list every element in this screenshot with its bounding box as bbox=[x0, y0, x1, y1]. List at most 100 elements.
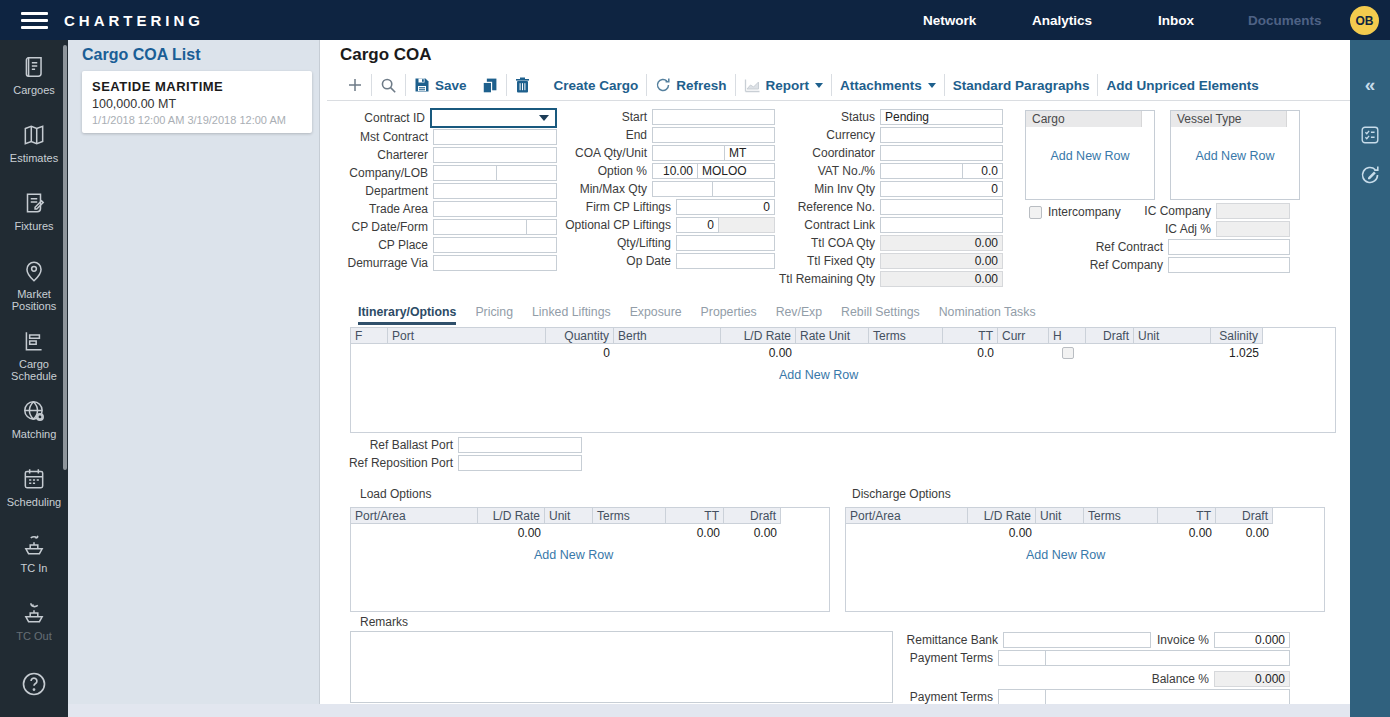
payment-terms2-desc-input[interactable] bbox=[1046, 689, 1290, 705]
discharge-draft[interactable]: 0.00 bbox=[1216, 524, 1273, 542]
payment-terms-label: Payment Terms bbox=[840, 651, 998, 665]
company-input[interactable] bbox=[433, 165, 497, 181]
status-input[interactable]: Pending bbox=[880, 109, 1003, 125]
refresh-icon[interactable] bbox=[655, 77, 671, 93]
tab-exposure[interactable]: Exposure bbox=[630, 305, 682, 325]
coa-list-item[interactable]: SEATIDE MARITIME 100,000.00 MT 1/1/2018 … bbox=[82, 71, 312, 133]
tab-pricing[interactable]: Pricing bbox=[475, 305, 513, 325]
audit-icon[interactable] bbox=[1350, 163, 1390, 191]
sidebar-scrollbar[interactable] bbox=[63, 45, 67, 470]
tab-rebill-settings[interactable]: Rebill Settings bbox=[841, 305, 920, 325]
reference-no-input[interactable] bbox=[880, 199, 1003, 215]
min-inv-qty-input[interactable]: 0 bbox=[880, 181, 1003, 197]
checklist-icon[interactable] bbox=[1350, 124, 1390, 150]
load-options-add-new-row[interactable]: Add New Row bbox=[534, 548, 613, 562]
invoice-pct-input[interactable]: 0.000 bbox=[1214, 632, 1290, 648]
sidebar-item-tc-out[interactable]: TC Out bbox=[0, 600, 68, 642]
ref-ballast-port-input[interactable] bbox=[458, 437, 582, 453]
copy-icon[interactable] bbox=[481, 77, 498, 94]
sidebar-item-cargo-schedule[interactable]: Cargo Schedule bbox=[0, 328, 68, 382]
col-draft: Draft bbox=[1086, 328, 1134, 344]
col-draft: Draft bbox=[1216, 508, 1273, 524]
delete-icon[interactable] bbox=[515, 77, 530, 93]
sidebar-item-market-positions[interactable]: Market Positions bbox=[0, 258, 68, 312]
vessel-type-add-new-row[interactable]: Add New Row bbox=[1171, 149, 1299, 163]
balance-pct-label: Balance % bbox=[840, 672, 1214, 686]
option-pct-input[interactable]: 10.00 bbox=[652, 163, 698, 179]
discharge-options-add-new-row[interactable]: Add New Row bbox=[1026, 548, 1105, 562]
itinerary-h-checkbox[interactable] bbox=[1062, 347, 1074, 359]
currency-input[interactable] bbox=[880, 127, 1003, 143]
add-icon[interactable] bbox=[347, 77, 363, 93]
discharge-ld-rate[interactable]: 0.00 bbox=[968, 524, 1036, 542]
load-tt[interactable]: 0.00 bbox=[666, 524, 724, 542]
avatar[interactable]: OB bbox=[1350, 6, 1379, 35]
sidebar-item-cargoes[interactable]: Cargoes bbox=[0, 54, 68, 96]
ref-company-input[interactable] bbox=[1168, 257, 1290, 273]
cargo-add-new-row[interactable]: Add New Row bbox=[1026, 149, 1154, 163]
help-button[interactable] bbox=[0, 670, 68, 702]
itinerary-ld-rate[interactable]: 0.00 bbox=[721, 344, 796, 362]
optional-cp-liftings-input[interactable]: 0 bbox=[676, 217, 719, 233]
coa-qty-input[interactable] bbox=[652, 145, 725, 161]
sidebar-item-estimates[interactable]: Estimates bbox=[0, 122, 68, 164]
load-options-row[interactable]: 0.00 0.00 0.00 bbox=[351, 524, 829, 542]
col-port: Port bbox=[388, 328, 546, 344]
payment-terms2-code-input[interactable] bbox=[998, 689, 1046, 705]
add-unpriced-elements-button[interactable]: Add Unpriced Elements bbox=[1106, 78, 1258, 93]
invoice-pct-label: Invoice % bbox=[1151, 633, 1214, 647]
payment-terms-code-input[interactable] bbox=[998, 650, 1046, 666]
itinerary-quantity[interactable]: 0 bbox=[546, 344, 614, 362]
sidebar-item-scheduling[interactable]: Scheduling bbox=[0, 466, 68, 508]
min-max-qty-label: Min/Max Qty bbox=[520, 182, 652, 196]
standard-paragraphs-button[interactable]: Standard Paragraphs bbox=[953, 78, 1090, 93]
itinerary-salinity[interactable]: 1.025 bbox=[1211, 344, 1263, 362]
remittance-bank-input[interactable] bbox=[1003, 632, 1151, 648]
cp-date-input[interactable] bbox=[433, 219, 527, 235]
attachments-button[interactable]: Attachments bbox=[840, 78, 922, 93]
tab-nomination-tasks[interactable]: Nomination Tasks bbox=[939, 305, 1036, 325]
nav-documents[interactable]: Documents bbox=[1248, 13, 1322, 28]
save-button[interactable]: Save bbox=[435, 78, 467, 93]
ref-contract-input[interactable] bbox=[1168, 239, 1290, 255]
ref-reposition-port-input[interactable] bbox=[458, 455, 582, 471]
payment-terms-desc-input[interactable] bbox=[1046, 650, 1290, 666]
refresh-button[interactable]: Refresh bbox=[676, 78, 726, 93]
coa-dates: 1/1/2018 12:00 AM 3/19/2018 12:00 AM bbox=[92, 114, 302, 126]
itinerary-tt[interactable]: 0.0 bbox=[943, 344, 998, 362]
report-button[interactable]: Report bbox=[766, 78, 810, 93]
intercompany-checkbox[interactable] bbox=[1029, 206, 1042, 219]
collapse-panel-icon[interactable]: « bbox=[1350, 74, 1390, 96]
load-draft[interactable]: 0.00 bbox=[724, 524, 781, 542]
discharge-options-row[interactable]: 0.00 0.00 0.00 bbox=[846, 524, 1324, 542]
coordinator-input[interactable] bbox=[880, 145, 1003, 161]
search-icon[interactable] bbox=[380, 77, 397, 94]
scheduling-icon bbox=[21, 466, 47, 492]
col-berth: Berth bbox=[614, 328, 721, 344]
contract-link-input[interactable] bbox=[880, 217, 1003, 233]
tab-properties[interactable]: Properties bbox=[701, 305, 757, 325]
hamburger-menu-icon[interactable] bbox=[21, 12, 48, 29]
tab-linked-liftings[interactable]: Linked Liftings bbox=[532, 305, 611, 325]
sidebar-item-matching[interactable]: Matching bbox=[0, 398, 68, 440]
sidebar-item-tc-in[interactable]: TC In bbox=[0, 532, 68, 574]
sidebar-item-fixtures[interactable]: Fixtures bbox=[0, 190, 68, 232]
horizontal-scrollbar[interactable] bbox=[68, 704, 1350, 717]
nav-network[interactable]: Network bbox=[923, 13, 976, 28]
nav-analytics[interactable]: Analytics bbox=[1032, 13, 1092, 28]
itinerary-row[interactable]: 0 0.00 0.0 1.025 bbox=[351, 344, 1335, 362]
create-cargo-button[interactable]: Create Cargo bbox=[554, 78, 639, 93]
min-qty-input[interactable] bbox=[652, 181, 713, 197]
load-ld-rate[interactable]: 0.00 bbox=[478, 524, 545, 542]
tab-rev-exp[interactable]: Rev/Exp bbox=[776, 305, 822, 325]
vat-no-input[interactable] bbox=[880, 163, 963, 179]
nav-inbox[interactable]: Inbox bbox=[1158, 13, 1194, 28]
load-options-table: Port/Area L/D Rate Unit Terms TT Draft 0… bbox=[350, 507, 830, 612]
save-icon[interactable] bbox=[414, 77, 430, 93]
contract-link-label: Contract Link bbox=[750, 218, 880, 232]
vat-pct-input[interactable]: 0.0 bbox=[963, 163, 1003, 179]
discharge-tt[interactable]: 0.00 bbox=[1158, 524, 1216, 542]
remarks-textarea[interactable] bbox=[350, 631, 893, 703]
tab-itinerary-options[interactable]: Itinerary/Options bbox=[358, 305, 456, 325]
itinerary-add-new-row[interactable]: Add New Row bbox=[779, 368, 858, 382]
